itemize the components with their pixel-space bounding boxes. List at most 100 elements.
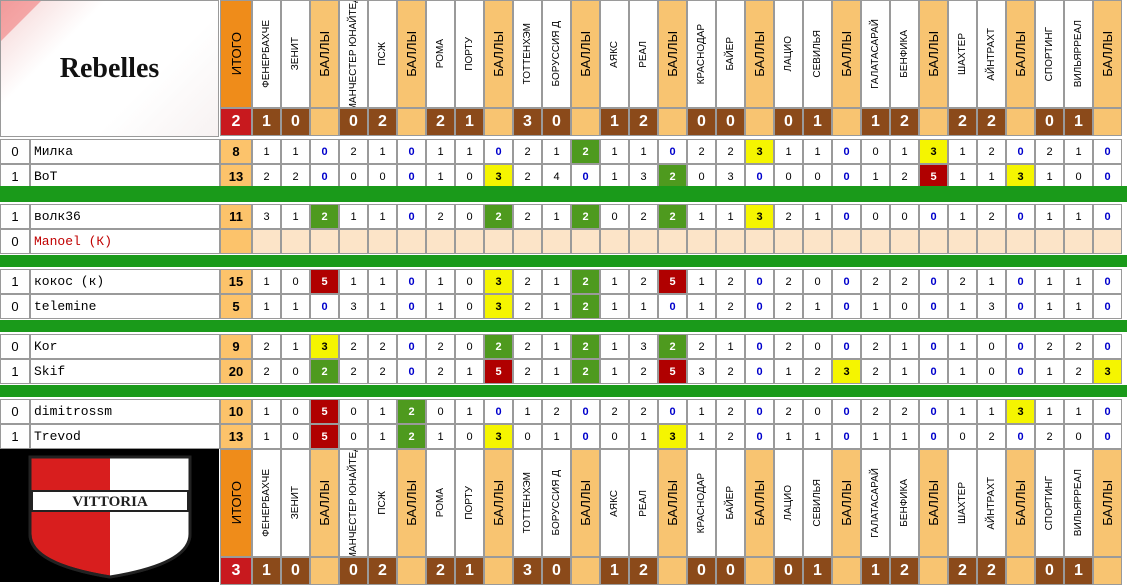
empty-cell bbox=[919, 229, 948, 254]
team-name-label: СЕВИЛЬЯ bbox=[812, 30, 823, 78]
player-round-flag: 1 bbox=[0, 269, 30, 294]
match-6-points-header: БАЛЛЫ bbox=[745, 0, 774, 108]
match-6-team-2: БАЙЕР bbox=[716, 0, 745, 108]
player-total: 11 bbox=[220, 204, 252, 229]
prediction-home: 1 bbox=[687, 269, 716, 294]
prediction-away: 1 bbox=[803, 139, 832, 164]
prediction-home: 1 bbox=[426, 424, 455, 449]
points-label: БАЛЛЫ bbox=[404, 31, 419, 77]
prediction-home: 1 bbox=[513, 399, 542, 424]
match-1-team-2: ЗЕНИТ bbox=[281, 449, 310, 557]
points-cell: 2 bbox=[658, 204, 687, 229]
player-round-flag: 1 bbox=[0, 359, 30, 384]
team-name-label: ВИЛЬЯРРЕАЛ bbox=[1073, 20, 1084, 88]
match-7-score-2: 1 bbox=[803, 108, 832, 136]
prediction-away: 0 bbox=[803, 399, 832, 424]
team-name-label: РОМА bbox=[435, 39, 446, 69]
match-10-score-2: 1 bbox=[1064, 108, 1093, 136]
prediction-away: 3 bbox=[716, 164, 745, 189]
points-cell: 0 bbox=[397, 269, 426, 294]
points-label: БАЛЛЫ bbox=[491, 480, 506, 526]
match-7-points-header: БАЛЛЫ bbox=[832, 0, 861, 108]
empty-cell bbox=[861, 229, 890, 254]
match-8-team-2: БЕНФИКА bbox=[890, 449, 919, 557]
group-separator bbox=[0, 385, 1127, 397]
match-3-score-spacer bbox=[484, 108, 513, 136]
points-cell: 0 bbox=[397, 164, 426, 189]
points-cell: 5 bbox=[484, 359, 513, 384]
match-10-team-2: ВИЛЬЯРРЕАЛ bbox=[1064, 449, 1093, 557]
match-3-team-1: РОМА bbox=[426, 0, 455, 108]
points-cell: 3 bbox=[310, 334, 339, 359]
prediction-home: 2 bbox=[339, 334, 368, 359]
match-7-team-1: ЛАЦИО bbox=[774, 0, 803, 108]
points-cell: 0 bbox=[1093, 204, 1122, 229]
points-cell: 5 bbox=[658, 359, 687, 384]
points-cell: 0 bbox=[832, 139, 861, 164]
team-name-label: БОРУССИЯ Д bbox=[551, 21, 562, 87]
prediction-home: 1 bbox=[339, 204, 368, 229]
match-1-score-spacer bbox=[310, 557, 339, 585]
prediction-home: 2 bbox=[861, 359, 890, 384]
points-cell: 0 bbox=[397, 139, 426, 164]
prediction-away: 2 bbox=[629, 399, 658, 424]
points-cell: 0 bbox=[1006, 359, 1035, 384]
match-2-score-spacer bbox=[397, 108, 426, 136]
prediction-away: 1 bbox=[1064, 139, 1093, 164]
team-name-label: ПСЖ bbox=[377, 42, 388, 66]
points-cell: 0 bbox=[1006, 269, 1035, 294]
match-6-score-1: 0 bbox=[687, 557, 716, 585]
empty-cell bbox=[745, 229, 774, 254]
points-label: БАЛЛЫ bbox=[578, 480, 593, 526]
points-cell: 5 bbox=[658, 269, 687, 294]
prediction-away: 1 bbox=[629, 139, 658, 164]
group-separator bbox=[0, 320, 1127, 332]
team-name-label: СПОРТИНГ bbox=[1044, 475, 1055, 531]
points-cell: 0 bbox=[832, 424, 861, 449]
prediction-away: 1 bbox=[716, 204, 745, 229]
prediction-away: 1 bbox=[890, 139, 919, 164]
itogo-label: ИТОГО bbox=[228, 481, 244, 525]
prediction-away: 2 bbox=[977, 424, 1006, 449]
match-8-score-spacer bbox=[919, 108, 948, 136]
match-1-score-2: 0 bbox=[281, 557, 310, 585]
prediction-home: 2 bbox=[1035, 424, 1064, 449]
empty-cell bbox=[629, 229, 658, 254]
itogo-total: 2 bbox=[220, 108, 252, 136]
prediction-away: 2 bbox=[1064, 334, 1093, 359]
points-cell: 0 bbox=[658, 139, 687, 164]
match-9-score-2: 2 bbox=[977, 108, 1006, 136]
prediction-away: 1 bbox=[542, 204, 571, 229]
match-6-team-2: БАЙЕР bbox=[716, 449, 745, 557]
logo-accent bbox=[1, 1, 41, 41]
match-9-team-2: АЙНТРАХТ bbox=[977, 449, 1006, 557]
points-cell: 2 bbox=[484, 204, 513, 229]
prediction-away: 3 bbox=[629, 334, 658, 359]
prediction-home: 1 bbox=[600, 269, 629, 294]
prediction-home: 0 bbox=[948, 424, 977, 449]
player-total: 10 bbox=[220, 399, 252, 424]
player-total: 15 bbox=[220, 269, 252, 294]
points-cell: 0 bbox=[832, 204, 861, 229]
points-cell: 3 bbox=[745, 139, 774, 164]
prediction-home: 2 bbox=[513, 334, 542, 359]
match-9-score-1: 2 bbox=[948, 557, 977, 585]
prediction-away: 1 bbox=[803, 204, 832, 229]
match-5-team-2: РЕАЛ bbox=[629, 449, 658, 557]
team-name-label: СПОРТИНГ bbox=[1044, 26, 1055, 82]
empty-cell bbox=[310, 229, 339, 254]
prediction-away: 1 bbox=[455, 359, 484, 384]
prediction-away: 1 bbox=[368, 424, 397, 449]
empty-cell bbox=[948, 229, 977, 254]
prediction-home: 1 bbox=[861, 294, 890, 319]
prediction-home: 1 bbox=[687, 294, 716, 319]
prediction-home: 1 bbox=[252, 399, 281, 424]
team-name-label: КРАСНОДАР bbox=[696, 23, 707, 85]
prediction-away: 1 bbox=[803, 294, 832, 319]
points-label: БАЛЛЫ bbox=[665, 31, 680, 77]
points-cell: 0 bbox=[745, 399, 774, 424]
match-9-team-2: АЙНТРАХТ bbox=[977, 0, 1006, 108]
match-8-team-2: БЕНФИКА bbox=[890, 0, 919, 108]
prediction-home: 1 bbox=[1035, 204, 1064, 229]
prediction-home: 2 bbox=[1035, 334, 1064, 359]
